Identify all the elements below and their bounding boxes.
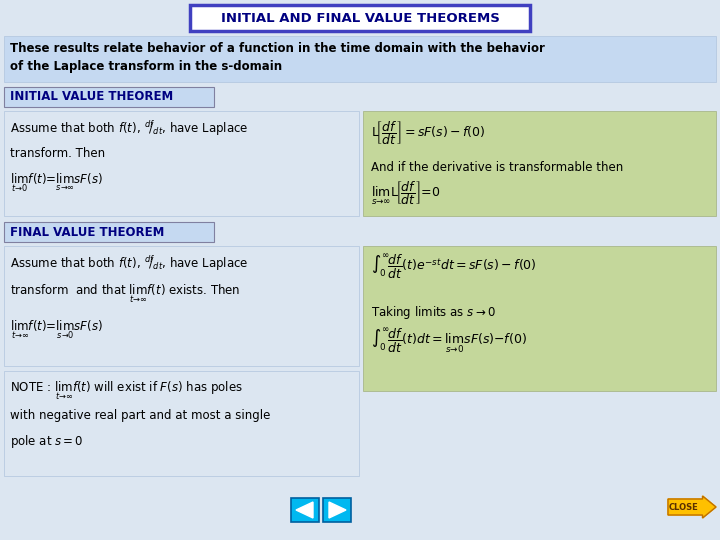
Bar [323, 498, 351, 522]
Text: And if the derivative is transformable then: And if the derivative is transformable t… [371, 161, 624, 174]
Polygon shape [668, 496, 716, 518]
Text: with negative real part and at most a single: with negative real part and at most a si… [10, 409, 271, 422]
Text: $\int_0^{\infty}\!\dfrac{df}{dt}(t)dt = \lim_{s\to 0} sF(s) - f(0)$: $\int_0^{\infty}\!\dfrac{df}{dt}(t)dt = … [371, 326, 527, 355]
Polygon shape [329, 502, 346, 518]
Bar [4, 371, 359, 476]
Text: $\int_0^{\infty}\!\dfrac{df}{dt}(t)e^{-st}dt = sF(s) - f(0)$: $\int_0^{\infty}\!\dfrac{df}{dt}(t)e^{-s… [371, 252, 536, 281]
Text: INITIAL AND FINAL VALUE THEOREMS: INITIAL AND FINAL VALUE THEOREMS [220, 11, 500, 24]
Bar [363, 246, 716, 391]
Text: NOTE : $\lim_{t\to\infty} f(t)$ will exist if $F(s)$ has poles: NOTE : $\lim_{t\to\infty} f(t)$ will exi… [10, 379, 243, 402]
Text: CLOSE: CLOSE [669, 503, 698, 511]
Text: $\lim_{t\to\infty} f(t) = \lim_{s\to 0} sF(s)$: $\lim_{t\to\infty} f(t) = \lim_{s\to 0} … [10, 318, 103, 341]
Text: Taking limits as $s \to 0$: Taking limits as $s \to 0$ [371, 304, 496, 321]
Text: $\lim_{s\to\infty} \mathrm{L}\!\left[\dfrac{df}{dt}\right] = 0$: $\lim_{s\to\infty} \mathrm{L}\!\left[\df… [371, 179, 441, 207]
Bar [190, 5, 530, 31]
Text: transform. Then: transform. Then [10, 147, 105, 160]
Bar [291, 498, 319, 522]
Bar [4, 111, 359, 216]
Text: These results relate behavior of a function in the time domain with the behavior: These results relate behavior of a funct… [10, 42, 545, 55]
Bar [4, 87, 214, 107]
Text: INITIAL VALUE THEOREM: INITIAL VALUE THEOREM [10, 91, 174, 104]
Text: $\mathrm{L}\!\left[\dfrac{df}{dt}\right] = sF(s) - f(0)$: $\mathrm{L}\!\left[\dfrac{df}{dt}\right]… [371, 119, 485, 147]
Polygon shape [296, 502, 313, 518]
Bar [4, 36, 716, 82]
Text: of the Laplace transform in the s-domain: of the Laplace transform in the s-domain [10, 60, 282, 73]
Text: Assume that both $f(t),\,^{df}\!\!/_{dt}$, have Laplace: Assume that both $f(t),\,^{df}\!\!/_{dt}… [10, 254, 248, 273]
Text: FINAL VALUE THEOREM: FINAL VALUE THEOREM [10, 226, 164, 239]
Bar [363, 111, 716, 216]
Text: transform  and that $\lim_{t\to\infty} f(t)$ exists. Then: transform and that $\lim_{t\to\infty} f(… [10, 282, 240, 305]
Text: Assume that both $f(t),\,^{df}\!\!/_{dt}$, have Laplace: Assume that both $f(t),\,^{df}\!\!/_{dt}… [10, 119, 248, 138]
Text: $\lim_{t\to 0} f(t) = \lim_{s\to\infty} sF(s)$: $\lim_{t\to 0} f(t) = \lim_{s\to\infty} … [10, 171, 103, 193]
Bar [4, 222, 214, 242]
Text: pole at $s = 0$: pole at $s = 0$ [10, 433, 84, 450]
Bar [4, 246, 359, 366]
